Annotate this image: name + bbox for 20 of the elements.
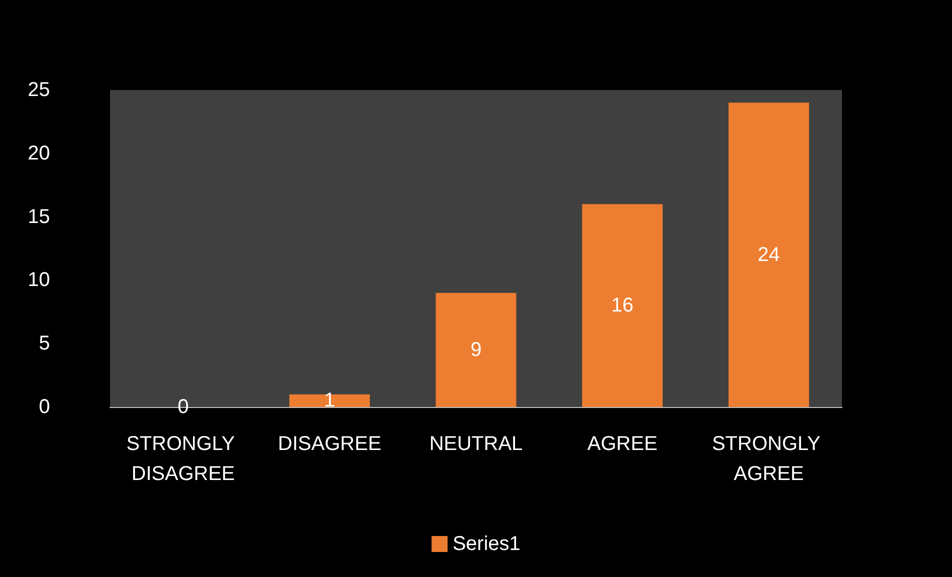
x-tick-label: STRONGLY AGREE — [712, 433, 826, 485]
data-label: 9 — [470, 338, 482, 361]
bar — [728, 102, 810, 407]
y-tick-label: 0 — [38, 396, 50, 418]
x-tick-label: NEUTRAL — [429, 433, 523, 455]
bar — [436, 292, 516, 407]
x-tick-label: AGREE — [587, 433, 658, 455]
data-label: 16 — [611, 294, 634, 317]
x-tick-label: DISAGREE — [278, 433, 382, 455]
bar — [582, 204, 663, 407]
legend-label: Series1 — [452, 533, 520, 555]
data-label: 1 — [324, 390, 336, 412]
x-tick-label: STRONGLY DISAGREE — [126, 433, 240, 485]
bar — [289, 394, 370, 407]
y-tick-label: 20 — [28, 142, 50, 164]
y-tick-label: 25 — [28, 79, 50, 101]
y-tick-label: 10 — [28, 269, 50, 292]
y-tick-label: 5 — [38, 332, 50, 355]
data-label: 24 — [758, 244, 780, 266]
y-tick-label: 15 — [28, 206, 50, 228]
